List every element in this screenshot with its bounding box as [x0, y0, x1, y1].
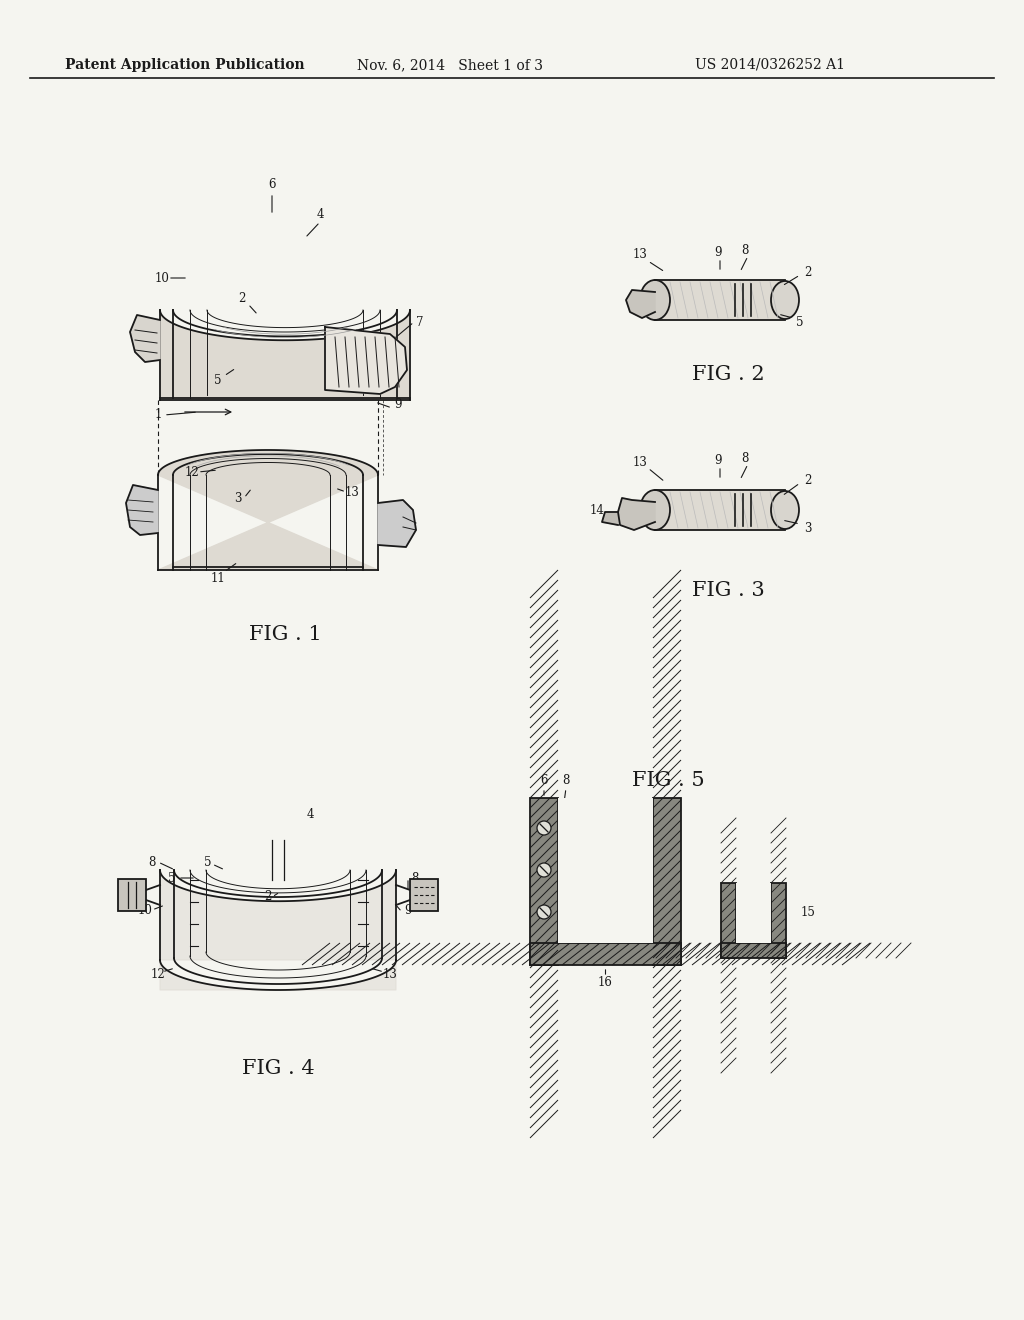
Ellipse shape — [771, 281, 799, 319]
Ellipse shape — [771, 491, 799, 529]
Bar — [118, 879, 146, 911]
Bar — [558, 799, 653, 942]
Text: 4: 4 — [316, 209, 324, 222]
Text: 13: 13 — [344, 486, 359, 499]
Bar — [653, 799, 681, 965]
Polygon shape — [130, 315, 160, 362]
Text: 2: 2 — [264, 891, 271, 903]
Polygon shape — [158, 450, 378, 570]
Ellipse shape — [640, 490, 670, 531]
Text: 4: 4 — [306, 808, 313, 821]
Text: 15: 15 — [801, 907, 815, 920]
Polygon shape — [378, 500, 416, 546]
Polygon shape — [160, 310, 410, 400]
Text: FIG . 2: FIG . 2 — [691, 366, 764, 384]
Bar — [655, 490, 785, 531]
Text: 5: 5 — [214, 374, 222, 387]
Text: 7: 7 — [416, 315, 424, 329]
Text: 9: 9 — [715, 246, 722, 259]
Text: 10: 10 — [155, 272, 169, 285]
Circle shape — [537, 821, 551, 836]
Text: 1: 1 — [155, 408, 162, 421]
Bar — [721, 883, 736, 958]
Text: 10: 10 — [137, 903, 153, 916]
Bar — [771, 883, 786, 958]
Bar — [655, 280, 785, 319]
Text: 2: 2 — [804, 474, 812, 487]
Text: 14: 14 — [590, 503, 604, 516]
Text: 13: 13 — [633, 455, 647, 469]
Bar — [736, 883, 771, 942]
Text: 8: 8 — [148, 855, 156, 869]
Text: 5: 5 — [797, 315, 804, 329]
Text: 2: 2 — [804, 265, 812, 279]
Text: 2: 2 — [602, 916, 609, 929]
Text: 12: 12 — [184, 466, 200, 479]
Ellipse shape — [640, 280, 670, 319]
Text: Patent Application Publication: Patent Application Publication — [66, 58, 305, 73]
Text: 6: 6 — [268, 178, 275, 191]
Bar — [721, 942, 786, 958]
Text: 6: 6 — [541, 774, 548, 787]
Circle shape — [537, 863, 551, 876]
Text: FIG . 5: FIG . 5 — [632, 771, 705, 789]
Text: 8: 8 — [412, 871, 419, 884]
Bar — [530, 942, 681, 965]
Bar — [530, 799, 558, 965]
Text: 9: 9 — [394, 399, 401, 412]
Text: 9: 9 — [404, 903, 412, 916]
Text: 5: 5 — [204, 855, 212, 869]
Polygon shape — [602, 512, 618, 525]
Text: US 2014/0326252 A1: US 2014/0326252 A1 — [695, 58, 845, 73]
Text: 11: 11 — [211, 572, 225, 585]
Text: 3: 3 — [804, 521, 812, 535]
Text: 5: 5 — [168, 871, 176, 884]
Text: FIG . 3: FIG . 3 — [691, 581, 764, 599]
Polygon shape — [626, 290, 655, 318]
Text: 8: 8 — [741, 243, 749, 256]
Text: 12: 12 — [151, 969, 165, 982]
Text: FIG . 1: FIG . 1 — [249, 626, 322, 644]
Bar — [410, 879, 438, 911]
Polygon shape — [325, 327, 407, 393]
Polygon shape — [160, 870, 396, 990]
Text: 8: 8 — [562, 774, 569, 787]
Text: 8: 8 — [741, 451, 749, 465]
Text: 16: 16 — [598, 977, 613, 990]
Text: Nov. 6, 2014   Sheet 1 of 3: Nov. 6, 2014 Sheet 1 of 3 — [357, 58, 543, 73]
Polygon shape — [618, 498, 655, 531]
Text: 3: 3 — [234, 491, 242, 504]
Text: 13: 13 — [633, 248, 647, 261]
Text: 4: 4 — [592, 840, 599, 853]
Polygon shape — [126, 484, 158, 535]
Text: FIG . 4: FIG . 4 — [242, 1059, 314, 1077]
Text: 2: 2 — [239, 292, 246, 305]
Text: 9: 9 — [715, 454, 722, 466]
Circle shape — [537, 906, 551, 919]
Text: 13: 13 — [383, 969, 397, 982]
